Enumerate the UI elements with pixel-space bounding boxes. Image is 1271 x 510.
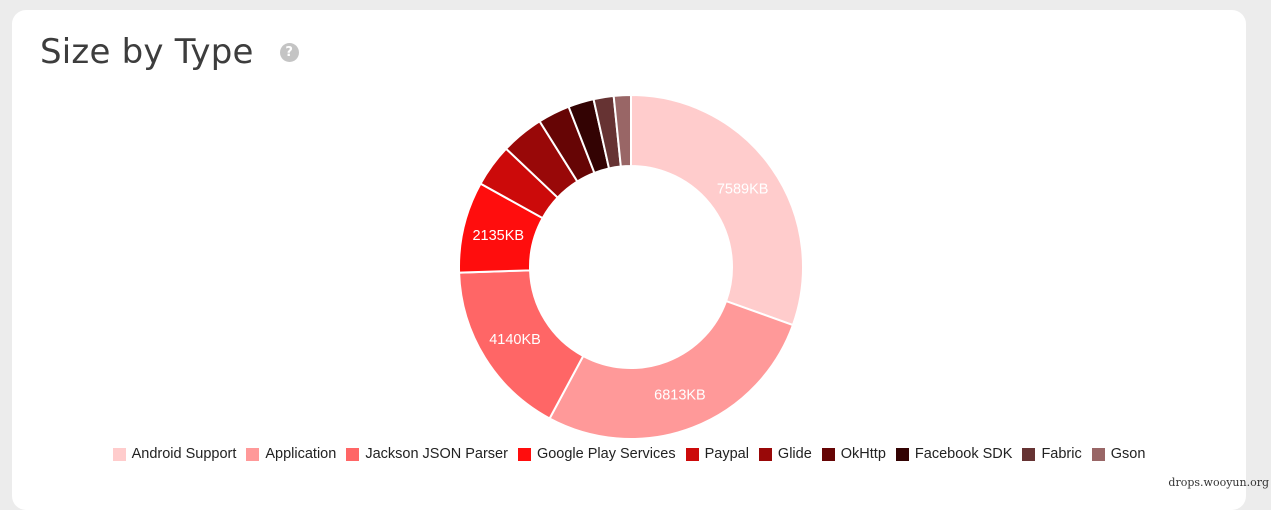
- legend-swatch: [759, 448, 772, 461]
- legend-label: OkHttp: [841, 446, 886, 462]
- legend-swatch: [1022, 448, 1035, 461]
- legend-label: Gson: [1111, 446, 1146, 462]
- donut-chart: 7589KB 6813KB 4140KB 2135KB: [0, 0, 1271, 493]
- legend-swatch: [113, 448, 126, 461]
- legend-item-application[interactable]: Application: [246, 446, 336, 462]
- legend-label: Application: [265, 446, 336, 462]
- legend-label: Paypal: [705, 446, 749, 462]
- legend-item-facebook-sdk[interactable]: Facebook SDK: [896, 446, 1013, 462]
- legend-swatch: [686, 448, 699, 461]
- slice-application[interactable]: [550, 301, 793, 439]
- legend-swatch: [518, 448, 531, 461]
- legend-item-okhttp[interactable]: OkHttp: [822, 446, 886, 462]
- data-label-application: 6813KB: [654, 387, 706, 403]
- legend-label: Glide: [778, 446, 812, 462]
- slice-android-support[interactable]: [631, 95, 803, 325]
- legend-label: Facebook SDK: [915, 446, 1013, 462]
- legend-item-google-play-services[interactable]: Google Play Services: [518, 446, 676, 462]
- data-label-google-play-services: 2135KB: [472, 228, 524, 244]
- legend-swatch: [346, 448, 359, 461]
- data-label-android-support: 7589KB: [717, 181, 769, 197]
- legend-label: Jackson JSON Parser: [365, 446, 508, 462]
- legend-label: Google Play Services: [537, 446, 676, 462]
- legend-swatch: [246, 448, 259, 461]
- watermark: drops.wooyun.org: [1168, 476, 1269, 489]
- data-label-jackson-json-parser: 4140KB: [489, 332, 541, 348]
- legend-item-fabric[interactable]: Fabric: [1022, 446, 1081, 462]
- legend-item-paypal[interactable]: Paypal: [686, 446, 749, 462]
- legend-swatch: [822, 448, 835, 461]
- legend-item-jackson-json-parser[interactable]: Jackson JSON Parser: [346, 446, 508, 462]
- legend-item-android-support[interactable]: Android Support: [113, 446, 237, 462]
- legend-swatch: [1092, 448, 1105, 461]
- legend-label: Fabric: [1041, 446, 1081, 462]
- legend-item-glide[interactable]: Glide: [759, 446, 812, 462]
- legend-label: Android Support: [132, 446, 237, 462]
- legend-item-gson[interactable]: Gson: [1092, 446, 1146, 462]
- legend-swatch: [896, 448, 909, 461]
- chart-legend: Android Support Application Jackson JSON P…: [0, 446, 1258, 462]
